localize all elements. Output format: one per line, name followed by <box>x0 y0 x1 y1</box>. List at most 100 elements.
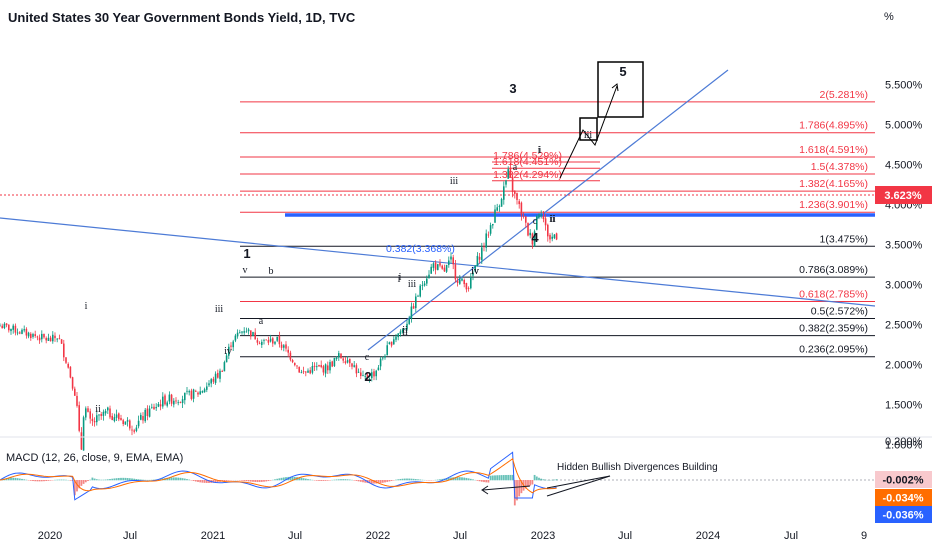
candle-body <box>511 176 514 192</box>
macd-histogram-bar <box>326 480 329 481</box>
candle-body <box>553 234 556 239</box>
wave-label-minor: i <box>398 274 401 285</box>
macd-histogram-bar <box>109 479 111 481</box>
wave-label-major: 1 <box>243 246 250 261</box>
macd-histogram-bar <box>359 480 362 482</box>
candle-body <box>111 415 113 421</box>
last-price-badge-text: 3.623% <box>884 190 922 202</box>
macd-histogram-bar <box>269 480 272 481</box>
candle-body <box>419 285 421 297</box>
macd-histogram-bar <box>386 480 389 482</box>
candle-body <box>379 358 382 367</box>
fib-level-label-minor: 1.618(4.451%) <box>493 156 562 168</box>
macd-histogram-bar <box>535 476 538 481</box>
candle-body <box>474 265 476 272</box>
wave-5-box[interactable] <box>597 61 644 118</box>
candle-body <box>186 390 188 392</box>
candle-body <box>507 169 509 179</box>
macd-histogram-bar <box>397 479 400 481</box>
macd-histogram-bar <box>159 478 162 481</box>
candle-body <box>309 370 311 374</box>
candle-body <box>318 364 320 367</box>
candle-body <box>291 360 294 363</box>
candle-body <box>16 332 19 334</box>
candle-body <box>197 392 199 395</box>
candle-body <box>43 333 45 338</box>
rising-trendline[interactable] <box>367 69 729 351</box>
wave-label-minor: a <box>259 316 264 327</box>
candle-body <box>243 331 245 333</box>
x-tick-label: 2020 <box>38 530 62 542</box>
candle-body <box>250 330 252 337</box>
macd-histogram-bar <box>498 475 501 481</box>
wave-label-minor: ii <box>402 327 408 338</box>
candle-body <box>177 402 179 404</box>
fib-level-label: 1.786(4.895%) <box>799 120 868 132</box>
macd-histogram-bar <box>104 479 107 481</box>
long-downtrend-line[interactable] <box>0 217 876 307</box>
candle-body <box>71 377 74 389</box>
candle-body <box>415 296 417 309</box>
macd-histogram-bar <box>62 479 65 481</box>
candle-body <box>67 363 69 368</box>
candle-body <box>399 331 402 335</box>
macd-histogram-bar <box>461 477 463 481</box>
x-tick-label: 2022 <box>366 530 390 542</box>
y-tick-label: 2.500% <box>885 319 923 331</box>
macd-histogram-bar <box>260 480 263 482</box>
candle-body <box>36 336 39 338</box>
x-tick-label: Jul <box>618 530 632 542</box>
x-tick-label: 2021 <box>201 530 225 542</box>
candle-body <box>45 338 47 341</box>
candle-body <box>439 263 441 266</box>
candle-body <box>245 331 248 333</box>
macd-badge-text: -0.036% <box>883 510 924 522</box>
y-tick-label: 2.000% <box>885 359 923 371</box>
macd-histogram-bar <box>320 480 323 481</box>
candle-body <box>489 225 492 234</box>
macd-histogram-bar <box>335 479 338 481</box>
candle-body <box>346 360 349 363</box>
macd-histogram-bar <box>447 477 450 481</box>
macd-histogram-bar <box>555 479 558 481</box>
fib-level-label: 0.786(3.089%) <box>799 264 868 276</box>
macd-histogram-bar <box>60 479 63 481</box>
candle-body <box>450 256 452 260</box>
y-tick-label: 3.000% <box>885 279 923 291</box>
macd-histogram-bar <box>494 475 496 481</box>
candle-body <box>496 207 498 211</box>
candle-body <box>56 338 58 340</box>
candle-body <box>329 362 331 371</box>
candle-body <box>395 336 397 340</box>
candle-body <box>91 418 94 422</box>
macd-histogram-bar <box>309 479 312 481</box>
macd-histogram-bar <box>406 478 408 481</box>
candle-body <box>463 280 465 285</box>
macd-histogram-bar <box>153 479 155 481</box>
y-tick-label: 1.500% <box>885 399 923 411</box>
candle-body <box>316 366 318 368</box>
macd-histogram-bar <box>16 478 19 481</box>
candle-body <box>340 353 342 359</box>
candle-body <box>483 246 485 248</box>
wave-label-minor: iii <box>450 176 459 187</box>
candle-body <box>487 234 490 236</box>
candle-body <box>236 332 239 337</box>
candle-body <box>192 389 195 399</box>
candle-body <box>258 343 261 345</box>
candle-body <box>448 260 450 265</box>
macd-histogram-bar <box>505 474 507 481</box>
macd-histogram-bar <box>291 476 294 481</box>
macd-histogram-bar <box>106 479 109 481</box>
candle-body <box>63 343 65 358</box>
macd-histogram-bar <box>12 477 15 481</box>
candle-body <box>104 410 107 414</box>
candle-body <box>30 333 32 339</box>
candle-body <box>549 234 551 240</box>
wave-iii-box[interactable] <box>579 117 598 141</box>
candle-body <box>124 421 127 425</box>
candle-body <box>201 391 204 393</box>
macd-histogram-bar <box>456 477 459 481</box>
y-axis: 5.500%5.000%4.500%4.000%3.500%3.000%2.50… <box>885 79 923 451</box>
candle-body <box>390 341 393 346</box>
